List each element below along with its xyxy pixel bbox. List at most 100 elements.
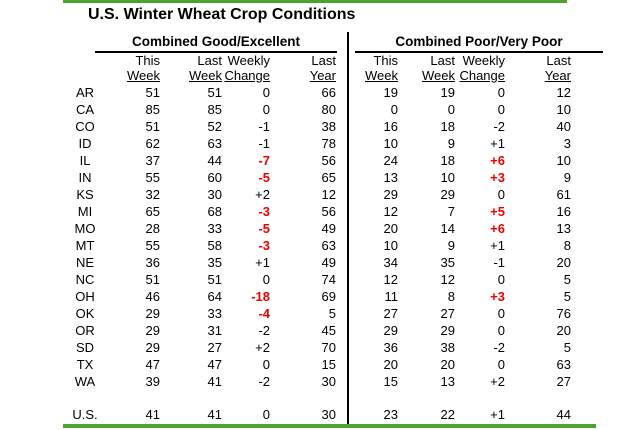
ge-weekly-change-value: -1: [258, 136, 270, 151]
ge-this-week-value: 28: [145, 221, 160, 236]
pp-last-week-value: 10: [440, 170, 455, 185]
ge-this-week-value: 39: [145, 374, 160, 389]
ge-this-week-header-top: This: [135, 53, 160, 68]
pp-last-week-header-top: Last: [430, 53, 455, 68]
ge-this-week-value: 65: [145, 204, 160, 219]
pp-last-year-value: 5: [563, 272, 571, 287]
ge-this-week-value: 51: [145, 272, 160, 287]
table-row: CA 85 85 0 80 0 0 0 10: [62, 101, 571, 118]
ge-weekly-change-value: +2: [255, 340, 270, 355]
state-label: ID: [78, 136, 92, 151]
pp-this-week-value: 24: [383, 153, 398, 168]
ge-weekly-change-value: -3: [258, 238, 270, 253]
ge-last-week-value: 85: [207, 102, 222, 117]
ge-last-year-header-top: Last: [311, 53, 336, 68]
column-header-row-bottom: Week Week Change Year Week Week Change Y…: [62, 68, 571, 84]
pp-last-year-value: 13: [556, 221, 571, 236]
ge-last-year-value: 78: [321, 136, 336, 151]
ge-last-week-value: 33: [207, 306, 222, 321]
table-row: IN 55 60 -5 65 13 10 +3 9: [62, 169, 572, 186]
ge-weekly-change-header-bottom: Change: [224, 68, 270, 83]
table-row: MI 65 68 -3 56 12 7 +5 16: [62, 203, 571, 220]
ge-last-week-value: 51: [207, 85, 222, 100]
state-label: OR: [75, 323, 95, 338]
table-row: OK 29 33 -4 5 27 27 0 76: [62, 305, 571, 322]
ge-last-week-value: 30: [207, 187, 222, 202]
ge-last-week-value: 58: [207, 238, 222, 253]
state-label: MT: [75, 238, 95, 253]
pp-weekly-change-header-top: Weekly: [462, 53, 505, 68]
ge-last-year-value: 63: [321, 238, 336, 253]
ge-this-week-value: 51: [145, 119, 160, 134]
pp-this-week-value: 15: [383, 374, 398, 389]
ge-weekly-change-value: -4: [258, 306, 270, 321]
ge-this-week-value: 37: [145, 153, 160, 168]
pp-weekly-change-value: 0: [497, 272, 505, 287]
state-label: AR: [75, 85, 95, 100]
state-label: NE: [75, 255, 95, 270]
ge-this-week-header-bottom: Week: [127, 68, 160, 83]
ge-last-week-value: 63: [207, 136, 222, 151]
pp-last-week-value: 29: [440, 323, 455, 338]
pp-last-year-value: 40: [556, 119, 571, 134]
table-row: CO 51 52 -1 38 16 18 -2 40: [62, 118, 571, 135]
pp-weekly-change-value: 0: [497, 323, 505, 338]
pp-last-week-value: 38: [440, 340, 455, 355]
group-divider: [347, 32, 349, 424]
pp-this-week-value: 23: [383, 407, 398, 422]
ge-weekly-change-value: -5: [258, 221, 270, 236]
ge-last-week-value: 47: [207, 357, 222, 372]
pp-last-year-value: 3: [563, 136, 571, 151]
pp-this-week-value: 27: [383, 306, 398, 321]
state-label: IN: [78, 170, 92, 185]
ge-weekly-change-value: -1: [258, 119, 270, 134]
pp-weekly-change-value: 0: [497, 187, 505, 202]
table-row: TX 47 47 0 15 20 20 0 63: [62, 356, 571, 373]
pp-last-year-header-top: Last: [546, 53, 571, 68]
ge-weekly-change-value: 0: [262, 85, 270, 100]
pp-weekly-change-value: 0: [497, 85, 505, 100]
ge-last-week-value: 44: [207, 153, 222, 168]
pp-last-week-value: 27: [440, 306, 455, 321]
pp-last-week-value: 18: [440, 153, 455, 168]
pp-last-year-value: 16: [556, 204, 571, 219]
state-label: OK: [75, 306, 95, 321]
ge-weekly-change-value: +1: [255, 255, 270, 270]
table-row: OR 29 31 -2 45 29 29 0 20: [62, 322, 571, 339]
pp-weekly-change-value: 0: [497, 102, 505, 117]
group-header-good-excellent: Combined Good/Excellent: [95, 34, 337, 53]
ge-last-year-value: 80: [321, 102, 336, 117]
ge-last-year-value: 56: [321, 204, 336, 219]
pp-last-week-value: 12: [440, 272, 455, 287]
us-total-row: U.S. 41 41 0 30 23 22 +1 44: [62, 406, 571, 423]
top-accent-rule: [63, 0, 567, 3]
pp-this-week-value: 12: [383, 272, 398, 287]
ge-weekly-change-value: -2: [258, 323, 270, 338]
ge-last-week-value: 35: [207, 255, 222, 270]
pp-last-year-value: 5: [563, 289, 571, 304]
ge-weekly-change-value: -18: [251, 289, 270, 304]
ge-last-week-value: 33: [207, 221, 222, 236]
pp-weekly-change-value: +2: [490, 374, 505, 389]
pp-last-week-value: 0: [447, 102, 455, 117]
ge-this-week-value: 55: [145, 170, 160, 185]
pp-last-year-value: 10: [556, 102, 571, 117]
pp-last-week-value: 7: [447, 204, 455, 219]
pp-this-week-value: 34: [383, 255, 398, 270]
ge-this-week-value: 32: [145, 187, 160, 202]
ge-last-week-header-bottom: Week: [189, 68, 222, 83]
ge-weekly-change-value: +2: [255, 187, 270, 202]
pp-last-year-value: 10: [556, 153, 571, 168]
state-column-spacer: [62, 53, 108, 68]
table-row: AR 51 51 0 66 19 19 0 12: [62, 84, 571, 101]
spacer-row: [62, 390, 571, 406]
table-row: OH 46 64 -18 69 11 8 +3 5: [62, 288, 571, 305]
pp-weekly-change-value: +1: [490, 407, 505, 422]
pp-weekly-change-value: -2: [493, 340, 505, 355]
state-label: MO: [74, 221, 96, 236]
ge-last-year-value: 74: [321, 272, 336, 287]
pp-this-week-value: 29: [383, 187, 398, 202]
ge-last-year-value: 49: [321, 221, 336, 236]
ge-weekly-change-value: -7: [258, 153, 270, 168]
ge-last-year-value: 30: [321, 374, 336, 389]
